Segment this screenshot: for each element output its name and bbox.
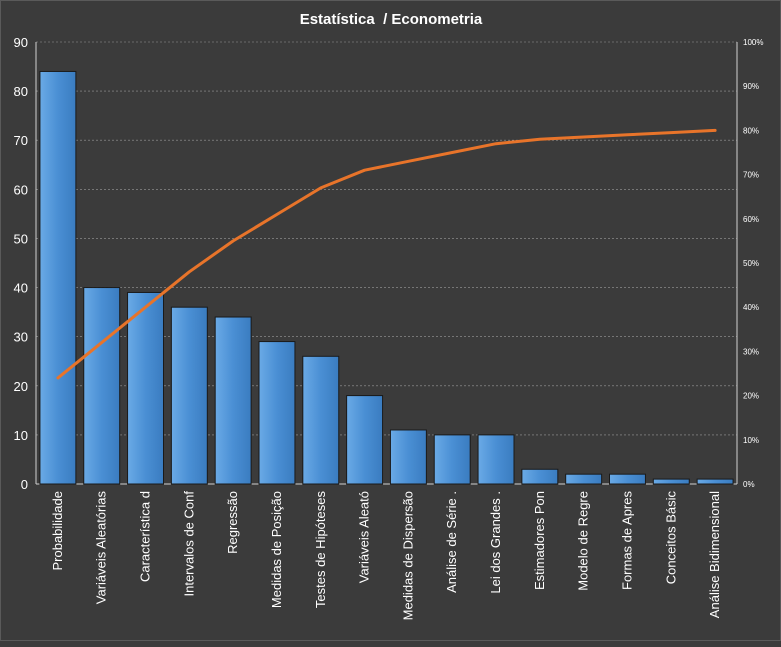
right-axis-tick-label: 50%	[743, 259, 759, 268]
left-axis-tick-label: 80	[14, 84, 28, 99]
category-label: Análise Bidimensional	[707, 491, 722, 618]
category-axis: Probabilidade Variáveis Aleatórias Caracte…	[50, 491, 722, 621]
category-label: Medidas de Posição	[269, 491, 284, 608]
bar	[302, 355, 340, 485]
bar	[83, 287, 121, 485]
bar	[127, 291, 164, 485]
bar	[346, 395, 384, 485]
category-label: Intervalos de Conf	[181, 491, 196, 597]
right-axis-tick-label: 20%	[743, 392, 759, 401]
right-axis-tick-label: 40%	[743, 303, 759, 312]
category-label: Conceitos Básic	[663, 491, 678, 585]
left-axis: 0 10 20 30 40 50 60 70 80 90	[14, 35, 37, 492]
bar	[696, 478, 734, 485]
left-axis-tick-label: 20	[14, 379, 28, 394]
bar	[258, 341, 296, 485]
right-axis-tick-label: 0%	[743, 480, 755, 489]
category-label: Característica d	[138, 491, 153, 582]
bar	[565, 473, 603, 485]
left-axis-tick-label: 10	[14, 428, 28, 443]
bar	[477, 434, 515, 485]
left-axis-tick-label: 70	[14, 133, 28, 148]
right-axis-tick-label: 60%	[743, 215, 759, 224]
category-label: Variáveis Aleatórias	[94, 491, 109, 605]
right-axis-tick-label: 10%	[743, 436, 759, 445]
left-axis-tick-label: 60	[14, 182, 28, 197]
chart-title: Estatística / Econometria	[300, 11, 483, 28]
right-axis-tick-label: 90%	[743, 82, 759, 91]
bar	[521, 468, 559, 485]
left-axis-tick-label: 50	[14, 231, 28, 246]
category-label: Formas de Apres	[619, 491, 634, 590]
left-axis-tick-label: 30	[14, 330, 28, 345]
category-label: Lei dos Grandes .	[488, 491, 503, 594]
left-axis-tick-label: 90	[14, 35, 28, 50]
category-label: Regressão	[225, 491, 240, 554]
bar	[609, 473, 646, 485]
right-axis-tick-label: 80%	[743, 126, 759, 135]
bar	[433, 434, 471, 485]
right-axis: 0% 10% 20% 30% 40% 50% 60% 70% 80% 90% 100%	[736, 38, 763, 489]
bar	[170, 306, 208, 485]
category-label: Medidas de Dispersão	[400, 491, 415, 620]
left-axis-tick-label: 0	[21, 477, 28, 492]
cumulative-line	[56, 128, 717, 380]
category-label: Estimadores Pon	[532, 491, 547, 590]
bar	[39, 70, 77, 485]
bar	[214, 316, 252, 485]
left-axis-tick-label: 40	[14, 281, 28, 296]
category-label: Modelo de Regre	[576, 491, 591, 591]
cumulative-line-series	[56, 128, 717, 380]
category-label: Análise de Série .	[444, 491, 459, 593]
right-axis-tick-label: 100%	[743, 38, 763, 47]
right-axis-tick-label: 30%	[743, 347, 759, 356]
right-axis-tick-label: 70%	[743, 171, 759, 180]
bar	[389, 429, 427, 485]
bar-series	[39, 70, 734, 485]
bar	[652, 478, 690, 485]
category-label: Variáveis Aleató	[357, 491, 372, 583]
category-label: Testes de Hipóteses	[313, 491, 328, 609]
category-label: Probabilidade	[50, 491, 65, 571]
